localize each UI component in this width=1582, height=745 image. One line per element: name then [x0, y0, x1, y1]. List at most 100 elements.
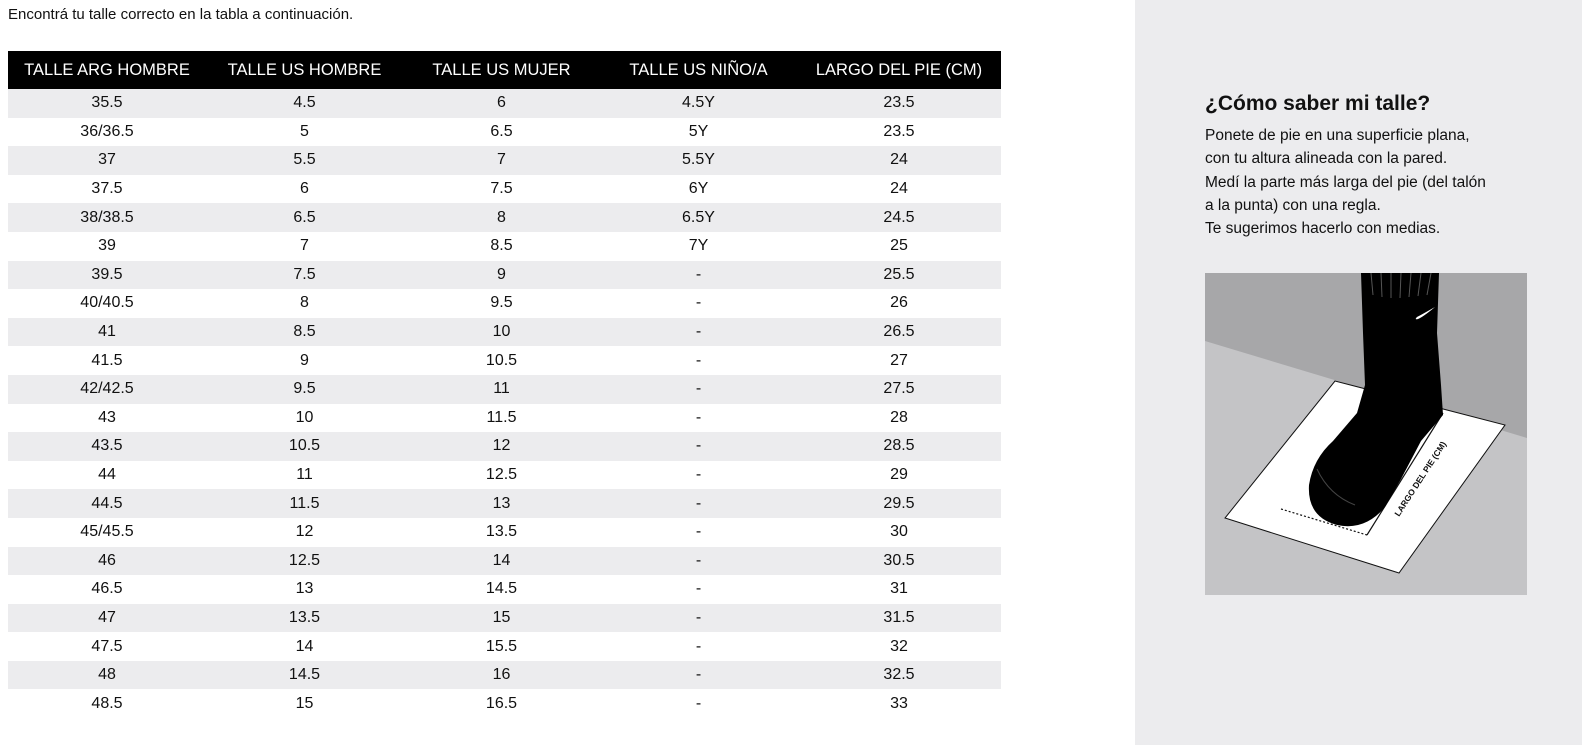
table-row: 37.5 6 7.5 6Y 24	[8, 174, 1001, 204]
header-talle-arg-hombre: TALLE ARG HOMBRE	[8, 51, 206, 89]
cell-largo-del-pie: 28	[797, 403, 1001, 433]
cell-talle-us-mujer: 14	[403, 546, 600, 576]
cell-talle-us-nino: -	[600, 346, 797, 375]
header-talle-us-hombre: TALLE US HOMBRE	[206, 51, 403, 89]
cell-talle-arg-hombre: 43.5	[8, 432, 206, 461]
header-talle-us-mujer: TALLE US MUJER	[403, 51, 600, 89]
table-row: 48.5 15 16.5-33	[8, 689, 1001, 719]
cell-talle-arg-hombre: 45/45.5	[8, 517, 206, 547]
cell-talle-arg-hombre: 44	[8, 460, 206, 490]
instruction-line: con tu altura alineada con la pared.	[1205, 150, 1448, 168]
cell-talle-us-mujer: 15.5	[403, 632, 600, 661]
cell-talle-us-hombre: 14.5	[206, 660, 403, 690]
cell-talle-us-hombre: 4.5	[206, 89, 403, 118]
cell-largo-del-pie: 24	[797, 146, 1001, 175]
cell-largo-del-pie: 29.5	[797, 489, 1001, 518]
cell-talle-us-hombre: 13.5	[206, 603, 403, 633]
cell-talle-us-nino: 6.5Y	[600, 203, 797, 232]
cell-talle-us-mujer: 14.5	[403, 575, 600, 604]
cell-talle-us-nino: -	[600, 632, 797, 661]
cell-talle-us-hombre: 5	[206, 117, 403, 147]
swoosh-logo	[1415, 307, 1435, 320]
cell-talle-arg-hombre: 39	[8, 231, 206, 261]
cell-talle-arg-hombre: 40/40.5	[8, 289, 206, 318]
cell-talle-us-hombre: 13	[206, 575, 403, 604]
table-row: 42/42.5 9.5 11-27.5	[8, 374, 1001, 404]
cell-talle-arg-hombre: 37	[8, 146, 206, 175]
cell-talle-us-mujer: 6.5	[403, 117, 600, 147]
cell-talle-us-hombre: 9	[206, 346, 403, 375]
cell-talle-us-nino: -	[600, 317, 797, 347]
how-to-instructions: Ponete de pie en una superficie plana, c…	[1205, 124, 1545, 240]
cell-largo-del-pie: 26.5	[797, 317, 1001, 347]
cell-talle-us-hombre: 15	[206, 689, 403, 719]
cell-talle-us-hombre: 6.5	[206, 203, 403, 232]
cell-talle-us-mujer: 12	[403, 432, 600, 461]
cell-talle-us-nino: 4.5Y	[600, 89, 797, 118]
cell-talle-arg-hombre: 38/38.5	[8, 203, 206, 232]
table-row: 43.5 10.5 12-28.5	[8, 432, 1001, 461]
cell-talle-arg-hombre: 46	[8, 546, 206, 576]
foot-measure-illustration: LARGO DEL PIE (CM)	[1205, 273, 1527, 595]
cell-talle-us-mujer: 16.5	[403, 689, 600, 719]
cell-talle-us-mujer: 11	[403, 374, 600, 404]
cell-largo-del-pie: 32	[797, 632, 1001, 661]
cell-talle-us-nino: -	[600, 603, 797, 633]
cell-talle-us-mujer: 13.5	[403, 517, 600, 547]
cell-talle-us-nino: 6Y	[600, 174, 797, 204]
cell-largo-del-pie: 25.5	[797, 260, 1001, 290]
cell-talle-us-nino: -	[600, 546, 797, 576]
cell-talle-us-mujer: 9	[403, 260, 600, 290]
table-header-row: TALLE ARG HOMBRE TALLE US HOMBRE TALLE U…	[8, 51, 1001, 89]
table-row: 47.5 14 15.5-32	[8, 632, 1001, 661]
cell-talle-us-nino: -	[600, 660, 797, 690]
table-row: 37 5.5 7 5.5Y 24	[8, 146, 1001, 175]
cell-talle-us-hombre: 11	[206, 460, 403, 490]
cell-talle-us-mujer: 8	[403, 203, 600, 232]
cell-talle-us-hombre: 14	[206, 632, 403, 661]
cell-talle-us-nino: -	[600, 460, 797, 490]
cell-talle-us-mujer: 10.5	[403, 346, 600, 375]
cell-talle-us-hombre: 11.5	[206, 489, 403, 518]
cell-largo-del-pie: 30.5	[797, 546, 1001, 576]
cell-talle-us-hombre: 6	[206, 174, 403, 204]
table-row: 41.5 9 10.5-27	[8, 346, 1001, 375]
heel-curve	[1316, 468, 1356, 506]
table-row: 39.5 7.5 9-25.5	[8, 260, 1001, 290]
cell-talle-us-hombre: 5.5	[206, 146, 403, 175]
intro-text: Encontrá tu talle correcto en la tabla a…	[8, 6, 354, 23]
cell-largo-del-pie: 25	[797, 231, 1001, 261]
cell-talle-arg-hombre: 48.5	[8, 689, 206, 719]
cell-largo-del-pie: 26	[797, 289, 1001, 318]
table-row: 39 7 8.5 7Y 25	[8, 231, 1001, 261]
cell-talle-us-nino: -	[600, 403, 797, 433]
cell-talle-us-hombre: 12	[206, 517, 403, 547]
cell-talle-us-nino: -	[600, 689, 797, 719]
table-row: 38/38.5 6.5 8 6.5Y 24.5	[8, 203, 1001, 232]
cell-largo-del-pie: 24	[797, 174, 1001, 204]
instruction-line: Ponete de pie en una superficie plana,	[1205, 127, 1470, 144]
cell-talle-us-nino: -	[600, 575, 797, 604]
cell-talle-us-mujer: 11.5	[403, 403, 600, 433]
size-table: TALLE ARG HOMBRE TALLE US HOMBRE TALLE U…	[8, 51, 1001, 719]
cell-talle-arg-hombre: 41	[8, 317, 206, 347]
cell-largo-del-pie: 30	[797, 517, 1001, 547]
cell-talle-us-mujer: 6	[403, 89, 600, 118]
table-row: 41 8.5 10-26.5	[8, 317, 1001, 347]
cell-talle-arg-hombre: 47	[8, 603, 206, 633]
table-row: 44 11 12.5-29	[8, 460, 1001, 490]
cell-talle-us-nino: -	[600, 489, 797, 518]
cell-talle-us-nino: -	[600, 432, 797, 461]
table-row: 43 10 11.5-28	[8, 403, 1001, 433]
cell-talle-arg-hombre: 46.5	[8, 575, 206, 604]
cell-largo-del-pie: 32.5	[797, 660, 1001, 690]
cell-talle-us-mujer: 7	[403, 146, 600, 175]
cell-talle-us-mujer: 16	[403, 660, 600, 690]
header-talle-us-nino: TALLE US NIÑO/A	[600, 51, 797, 89]
cell-talle-us-hombre: 10.5	[206, 432, 403, 461]
cell-largo-del-pie: 23.5	[797, 89, 1001, 118]
sock-ribbing	[1370, 273, 1432, 299]
cell-talle-us-hombre: 8	[206, 289, 403, 318]
table-row: 40/40.5 8 9.5-26	[8, 289, 1001, 318]
cell-largo-del-pie: 27.5	[797, 374, 1001, 404]
